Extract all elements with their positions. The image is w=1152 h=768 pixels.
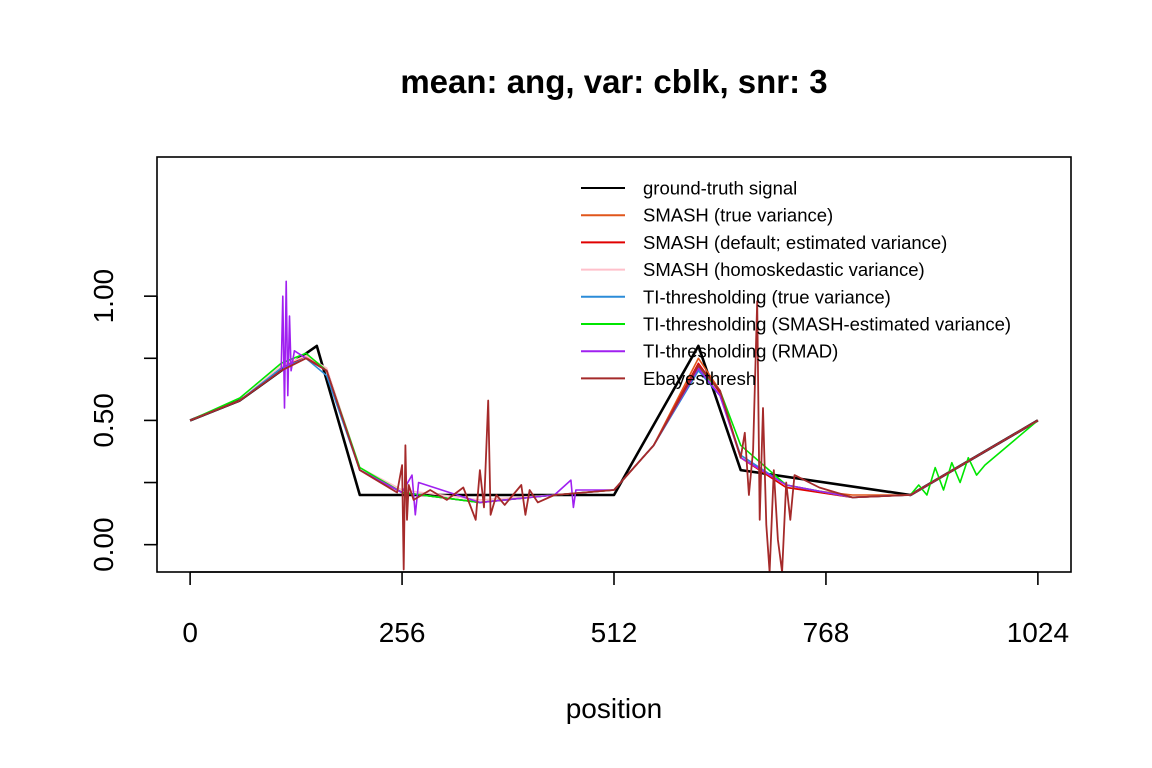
- x-tick-label: 256: [379, 617, 426, 648]
- x-axis-label: position: [566, 693, 663, 724]
- x-tick-label: 1024: [1007, 617, 1069, 648]
- legend-label: TI-thresholding (RMAD): [643, 341, 838, 362]
- legend: ground-truth signal SMASH (true variance)…: [581, 178, 1011, 389]
- y-axis: 0.00 0.50 1.00: [88, 269, 158, 572]
- y-tick-label: 1.00: [88, 269, 119, 324]
- y-tick-label: 0.00: [88, 517, 119, 572]
- series-line-7: [189, 300, 1039, 572]
- x-tick-label: 768: [803, 617, 850, 648]
- chart-title: mean: ang, var: cblk, snr: 3: [400, 63, 827, 100]
- legend-label: TI-thresholding (SMASH-estimated varianc…: [643, 314, 1011, 335]
- plot-lines: [189, 280, 1039, 572]
- x-tick-label: 0: [182, 617, 198, 648]
- x-axis: 0 256 512 768 1024: [182, 571, 1069, 648]
- legend-label: TI-thresholding (true variance): [643, 286, 891, 307]
- y-tick-label: 0.50: [88, 393, 119, 448]
- legend-label: SMASH (default; estimated variance): [643, 232, 947, 253]
- legend-label: SMASH (true variance): [643, 205, 833, 226]
- x-tick-label: 512: [591, 617, 638, 648]
- series-line-5: [189, 352, 1039, 504]
- legend-label: SMASH (homoskedastic variance): [643, 259, 925, 280]
- legend-label: ground-truth signal: [643, 178, 797, 199]
- plot-frame: [156, 156, 1072, 573]
- legend-label: Ebayesthresh: [643, 368, 756, 389]
- series-line-6: [189, 280, 1039, 516]
- series-line-4: [189, 357, 1039, 504]
